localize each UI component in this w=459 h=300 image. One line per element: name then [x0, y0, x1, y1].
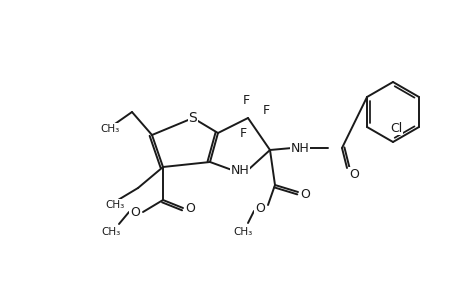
Text: O: O [254, 202, 264, 215]
Text: CH₃: CH₃ [101, 227, 120, 237]
Text: S: S [188, 111, 197, 125]
Text: Cl: Cl [389, 122, 401, 134]
Text: F: F [242, 94, 249, 106]
Text: O: O [348, 167, 358, 181]
Text: CH₃: CH₃ [233, 227, 252, 237]
Text: CH₃: CH₃ [105, 200, 124, 210]
Text: NH: NH [290, 142, 309, 154]
Text: F: F [262, 103, 269, 116]
Text: O: O [299, 188, 309, 200]
Text: CH₃: CH₃ [100, 124, 119, 134]
Text: O: O [130, 206, 140, 218]
Text: O: O [185, 202, 195, 214]
Text: F: F [239, 127, 246, 140]
Text: NH: NH [230, 164, 249, 176]
